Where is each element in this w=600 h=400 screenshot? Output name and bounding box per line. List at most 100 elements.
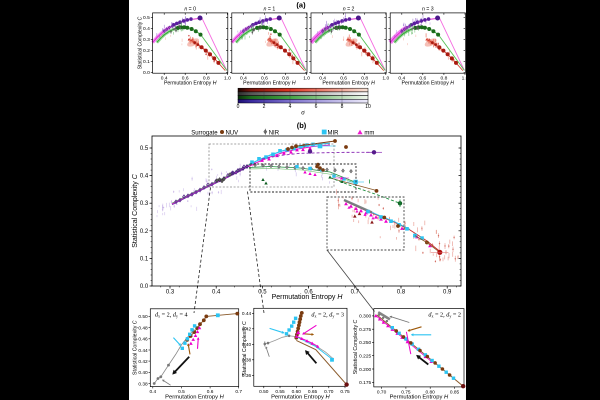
svg-text:n = 0: n = 0 (184, 7, 196, 13)
svg-text:0.50: 0.50 (138, 314, 148, 320)
svg-text:0.70: 0.70 (324, 389, 334, 395)
svg-text:Permutation Entropy H: Permutation Entropy H (402, 81, 455, 87)
svg-text:10: 10 (365, 104, 371, 110)
svg-text:0.38: 0.38 (242, 358, 252, 364)
svg-text:0.44: 0.44 (242, 311, 252, 317)
svg-text:0.48: 0.48 (138, 325, 148, 331)
svg-text:Permutation Entropy H: Permutation Entropy H (390, 395, 449, 400)
svg-text:0.175: 0.175 (359, 380, 371, 386)
svg-text:0.6: 0.6 (182, 75, 189, 81)
svg-text:0.6: 0.6 (340, 75, 347, 81)
svg-text:Surrogate: Surrogate (191, 130, 218, 136)
svg-text:0.40: 0.40 (242, 342, 252, 348)
svg-text:0.8: 0.8 (397, 290, 406, 296)
svg-text:0.8: 0.8 (282, 75, 289, 81)
svg-text:Permutation Entropy H: Permutation Entropy H (322, 81, 375, 87)
svg-text:σ: σ (301, 108, 305, 116)
svg-text:Statistical Complexity C: Statistical Complexity C (133, 320, 139, 375)
svg-text:n = 2: n = 2 (343, 7, 355, 13)
svg-text:0.36: 0.36 (242, 373, 252, 379)
svg-text:0.4: 0.4 (212, 290, 221, 296)
svg-text:0.4: 0.4 (240, 75, 247, 81)
svg-text:(b): (b) (297, 121, 307, 130)
svg-text:0.42: 0.42 (138, 359, 148, 365)
svg-text:0.38: 0.38 (138, 381, 148, 387)
svg-text:0.9: 0.9 (443, 290, 452, 296)
svg-text:0.2: 0.2 (140, 229, 149, 235)
svg-text:Permutation Entropy H: Permutation Entropy H (164, 81, 217, 87)
svg-text:NUV: NUV (226, 130, 239, 136)
svg-text:0.300: 0.300 (359, 314, 371, 320)
svg-text:0.8: 0.8 (361, 75, 368, 81)
svg-text:0: 0 (237, 104, 240, 110)
svg-text:Permutation Entropy H: Permutation Entropy H (271, 395, 330, 400)
svg-text:6: 6 (315, 104, 318, 110)
svg-text:0.5: 0.5 (140, 146, 149, 152)
svg-text:n = 1: n = 1 (264, 7, 276, 13)
svg-text:0.8: 0.8 (440, 75, 447, 81)
svg-text:Permutation Entropy H: Permutation Entropy H (243, 81, 296, 87)
svg-text:mm: mm (364, 130, 374, 136)
svg-text:0.0: 0.0 (140, 284, 149, 290)
svg-text:0.275: 0.275 (359, 327, 371, 333)
svg-text:0.5: 0.5 (143, 15, 150, 21)
svg-text:0.42: 0.42 (242, 327, 252, 333)
svg-text:0.4: 0.4 (161, 75, 168, 81)
svg-text:n = 3: n = 3 (422, 7, 434, 13)
svg-text:0.40: 0.40 (138, 370, 148, 376)
svg-text:0.3: 0.3 (143, 37, 150, 43)
svg-text:0.7: 0.7 (235, 389, 242, 395)
svg-text:dx = 2, dy = 2: dx = 2, dy = 2 (428, 312, 461, 319)
svg-text:0.65: 0.65 (308, 389, 318, 395)
svg-text:0.3: 0.3 (166, 290, 175, 296)
svg-text:NIR: NIR (269, 130, 280, 136)
svg-text:0.1: 0.1 (143, 59, 150, 65)
svg-text:4: 4 (289, 104, 292, 110)
svg-text:0.4: 0.4 (143, 26, 150, 32)
svg-text:0.44: 0.44 (138, 348, 148, 354)
svg-text:0.70: 0.70 (377, 390, 387, 396)
svg-text:0.6: 0.6 (419, 75, 426, 81)
svg-text:0.75: 0.75 (401, 390, 411, 396)
svg-text:0.4: 0.4 (319, 75, 326, 81)
svg-text:0.4: 0.4 (149, 389, 156, 395)
svg-text:0.6: 0.6 (207, 389, 214, 395)
svg-text:(a): (a) (296, 1, 306, 10)
svg-text:2: 2 (263, 104, 266, 110)
svg-text:1.0: 1.0 (224, 75, 231, 81)
svg-text:0.225: 0.225 (359, 354, 371, 360)
svg-text:0.50: 0.50 (259, 389, 269, 395)
svg-text:0.6: 0.6 (261, 75, 268, 81)
svg-text:0.1: 0.1 (140, 256, 149, 262)
svg-text:0.4: 0.4 (398, 75, 405, 81)
svg-text:0.8: 0.8 (203, 75, 210, 81)
svg-text:0.200: 0.200 (359, 367, 371, 373)
svg-text:1.0: 1.0 (303, 75, 310, 81)
svg-text:1.0: 1.0 (382, 75, 389, 81)
svg-text:0.60: 0.60 (292, 389, 302, 395)
svg-text:0.0: 0.0 (143, 70, 150, 76)
svg-text:0.4: 0.4 (140, 174, 149, 180)
svg-text:8: 8 (341, 104, 344, 110)
svg-text:0.250: 0.250 (359, 340, 371, 346)
svg-text:1.0: 1.0 (462, 75, 469, 81)
svg-text:MIR: MIR (328, 130, 340, 136)
svg-text:Statistical Complexity C: Statistical Complexity C (138, 16, 144, 69)
svg-text:dx = 2, dy = 4: dx = 2, dy = 4 (155, 312, 188, 319)
svg-text:0.2: 0.2 (143, 48, 150, 54)
svg-text:Statistical Complexity C: Statistical Complexity C (132, 173, 139, 247)
svg-text:0.5: 0.5 (258, 290, 267, 296)
svg-text:Permutation Entropy H: Permutation Entropy H (272, 294, 344, 301)
svg-text:0.6: 0.6 (304, 290, 313, 296)
svg-text:Permutation Entropy H: Permutation Entropy H (165, 395, 224, 400)
svg-text:Statistical Complexity C: Statistical Complexity C (353, 320, 359, 375)
svg-text:0.55: 0.55 (275, 389, 285, 395)
svg-text:0.7: 0.7 (351, 290, 360, 296)
svg-text:dx = 2, dy = 3: dx = 2, dy = 3 (311, 312, 344, 319)
svg-text:Statistical Complexity C: Statistical Complexity C (242, 321, 248, 376)
svg-text:0.85: 0.85 (450, 390, 460, 396)
svg-text:0.5: 0.5 (178, 389, 185, 395)
svg-text:0.46: 0.46 (138, 337, 148, 343)
svg-text:0.75: 0.75 (340, 389, 350, 395)
svg-text:0.80: 0.80 (426, 390, 436, 396)
